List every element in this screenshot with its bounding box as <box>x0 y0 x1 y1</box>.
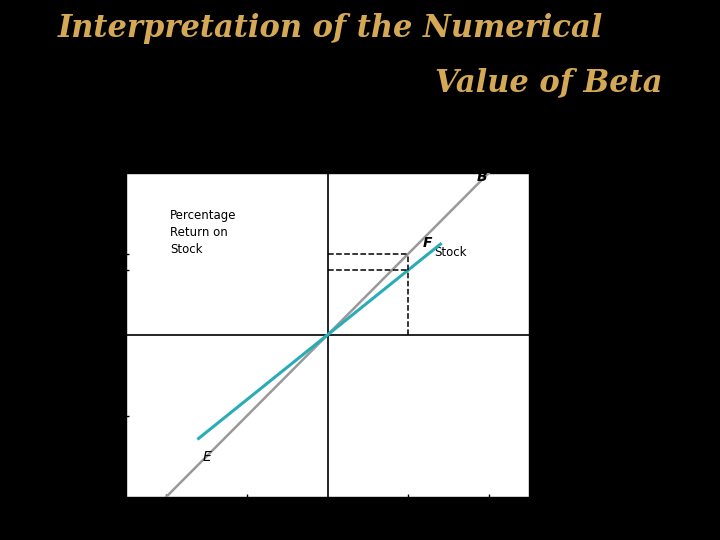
Text: +: + <box>534 319 544 332</box>
Text: Percentage
Return on
Market: Percentage Return on Market <box>536 311 603 359</box>
Text: −: − <box>323 503 333 516</box>
Text: −: − <box>112 319 122 332</box>
Text: +: + <box>323 153 333 166</box>
Text: Market: Market <box>469 154 510 167</box>
Text: Value of Beta: Value of Beta <box>435 68 662 98</box>
Text: E: E <box>202 450 212 464</box>
Text: B: B <box>477 170 487 184</box>
Text: Interpretation of the Numerical: Interpretation of the Numerical <box>58 14 603 44</box>
Text: Percentage
Return on
Stock: Percentage Return on Stock <box>171 209 237 256</box>
Text: F: F <box>423 237 432 250</box>
Text: Copyright © 2003 South-Western/Thomson Learning.  All rights reserved.: Copyright © 2003 South-Western/Thomson L… <box>168 527 552 537</box>
Text: Stock: Stock <box>434 246 467 259</box>
Text: A: A <box>146 525 157 539</box>
